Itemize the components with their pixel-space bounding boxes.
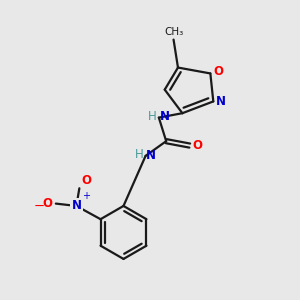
Text: CH₃: CH₃ <box>164 27 183 37</box>
Text: −: − <box>34 200 45 213</box>
Text: +: + <box>82 190 90 201</box>
Text: H: H <box>134 148 143 161</box>
Text: O: O <box>213 65 223 79</box>
Text: N: N <box>216 95 226 108</box>
Text: O: O <box>213 65 223 79</box>
Text: N: N <box>159 110 170 123</box>
Text: N: N <box>71 200 81 212</box>
Text: N: N <box>146 148 156 161</box>
Text: O: O <box>82 174 92 187</box>
Text: N: N <box>216 95 226 108</box>
Text: O: O <box>193 139 203 152</box>
Text: H: H <box>148 110 157 123</box>
Text: O: O <box>43 197 53 210</box>
